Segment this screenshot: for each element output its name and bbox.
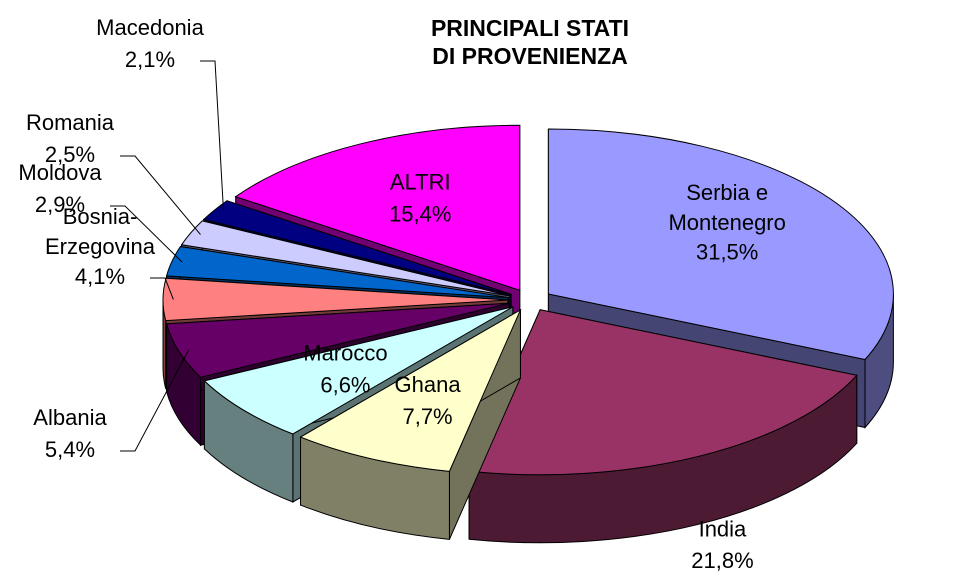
value-label: 2,9%: [35, 192, 85, 217]
slice-top: [234, 124, 521, 291]
value-label: 2,5%: [45, 142, 95, 167]
slice-top: [165, 246, 509, 299]
leader-line: [110, 205, 183, 263]
category-label: Serbia e Montenegro: [668, 180, 785, 235]
value-label: 5,4%: [45, 437, 95, 462]
category-label: Ghana: [395, 372, 462, 397]
category-label: Romania: [26, 110, 115, 135]
slice-top: [547, 128, 894, 361]
value-label: 15,4%: [389, 202, 451, 227]
value-label: 31,5%: [696, 240, 758, 265]
value-label: 4,1%: [75, 264, 125, 289]
leader-line: [150, 277, 174, 300]
slice-top: [162, 277, 509, 322]
category-label: Albania: [33, 405, 107, 430]
category-label: India: [699, 516, 747, 541]
slice-top: [203, 306, 514, 435]
category-label: Marocco: [303, 340, 387, 365]
category-label: Macedonia: [96, 15, 204, 40]
pie-slice: [468, 309, 858, 544]
category-label: Bosnia-Erzegovina: [45, 204, 156, 259]
value-label: 2,1%: [125, 47, 175, 72]
value-label: 6,6%: [320, 372, 370, 397]
leader-line: [200, 60, 225, 213]
leader-line: [120, 349, 190, 452]
value-label: 7,7%: [402, 404, 452, 429]
category-label: Moldova: [18, 160, 102, 185]
slice-top: [468, 309, 858, 476]
leader-line: [120, 155, 201, 235]
pie-slice: [299, 308, 522, 540]
slice-top: [202, 200, 512, 295]
slice-top: [180, 220, 510, 297]
slice-top: [299, 308, 522, 472]
category-label: ALTRI: [390, 170, 451, 195]
slice-top: [166, 302, 510, 378]
chart-title: PRINCIPALI STATI DI PROVENIENZA: [431, 15, 629, 69]
value-label: 21,8%: [691, 548, 753, 573]
